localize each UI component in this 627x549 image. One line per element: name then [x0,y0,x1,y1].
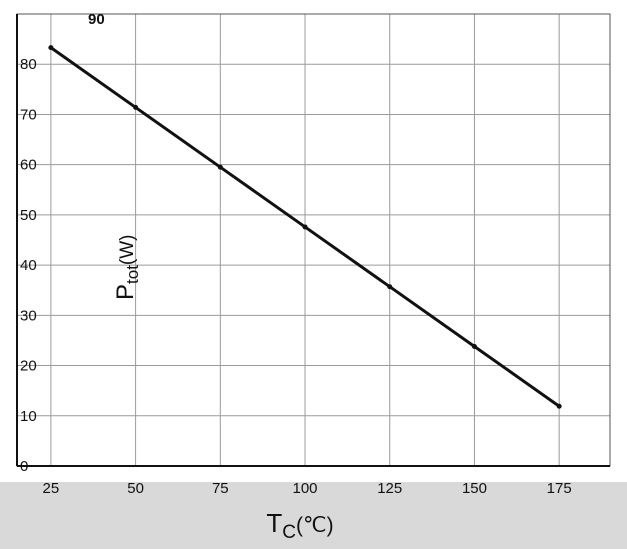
y-axis-title-sub: tot [123,265,142,284]
plot-frame [16,13,611,467]
y-axis-title-main: P [112,284,139,300]
x-tick-label-75: 75 [212,480,229,497]
x-tick-label-150: 150 [462,480,487,497]
y-tick-label-60: 60 [20,157,37,174]
x-tick-label-125: 125 [377,480,402,497]
x-tick-label-50: 50 [127,480,144,497]
y-tick-label-80: 80 [20,56,37,73]
data-point-0-6 [556,403,562,409]
grid [16,13,611,467]
y-axis-title-unit: (W) [117,234,138,265]
x-tick-label-25: 25 [43,480,60,497]
data-point-0-0 [48,45,54,51]
data-point-0-2 [217,164,223,170]
y-tick-label-50: 50 [20,207,37,224]
series-layer [48,45,562,409]
y-tick-label-70: 70 [20,106,37,123]
y-tick-label-30: 30 [20,307,37,324]
data-point-0-5 [471,343,477,349]
y-axis-title: Ptot(W) [112,234,142,300]
x-axis-title-sub: C [282,522,296,543]
data-point-0-1 [133,104,139,110]
x-axis-title-main: T [266,508,282,538]
x-axis-title: TC(℃) [266,508,333,543]
data-point-0-4 [387,284,393,290]
y-tick-label-0: 0 [20,458,28,475]
y-tick-label-10: 10 [20,408,37,425]
data-point-0-3 [302,224,308,230]
y-tick-label-40: 40 [20,257,37,274]
x-axis-band [0,482,627,549]
x-axis-title-unit: (℃) [296,514,334,537]
x-tick-label-100: 100 [293,480,318,497]
tick-labels: 25 50 75 100 125 150 175 0 10 20 30 40 50 60 70 80 90 [20,11,572,497]
y-tick-label-20: 20 [20,358,37,375]
x-tick-label-175: 175 [547,480,572,497]
y-tick-label-90: 90 [88,11,105,28]
